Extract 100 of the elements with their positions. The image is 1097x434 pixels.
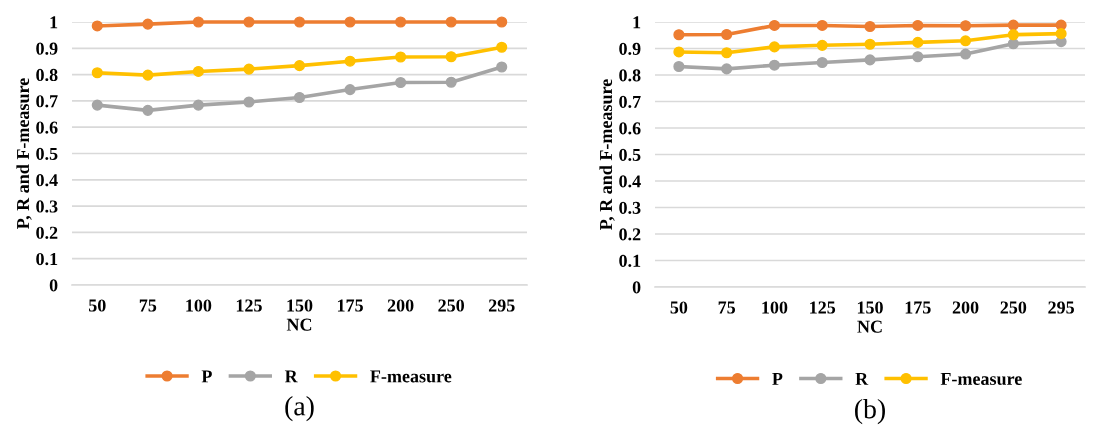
- x-tick-label: 75: [718, 301, 736, 314]
- y-tick-label: 0.9: [619, 42, 641, 56]
- point: [959, 35, 972, 47]
- legend-label: F-measure: [370, 370, 452, 383]
- point: [344, 55, 356, 67]
- point: [496, 16, 508, 28]
- y-tick-label: 1: [50, 16, 58, 29]
- x-tick-label: 100: [186, 299, 212, 312]
- point: [445, 16, 457, 28]
- x-tick-label: 175: [337, 299, 363, 312]
- x-tick-label: 250: [1000, 301, 1027, 314]
- y-tick-label: 0.8: [619, 69, 641, 82]
- point: [673, 46, 685, 58]
- x-tick-label: 100: [762, 301, 788, 314]
- y-axis-title: P, R and F-measure: [16, 78, 32, 229]
- point: [192, 99, 204, 111]
- point: [142, 104, 154, 116]
- point: [1007, 19, 1019, 31]
- legend-label: R: [855, 372, 869, 385]
- point: [816, 19, 828, 32]
- point: [496, 61, 508, 73]
- legend-label: R: [284, 370, 298, 383]
- x-tick-label: 295: [1048, 301, 1074, 314]
- y-tick-label: 0.7: [36, 95, 58, 108]
- y-tick-label: 0.1: [619, 254, 641, 268]
- x-tick-label: 175: [905, 301, 931, 314]
- x-tick-label: 125: [236, 299, 262, 312]
- y-tick-label: 0.6: [619, 122, 641, 135]
- y-tick-label: 0.9: [36, 42, 58, 55]
- y-tick-label: 0.8: [36, 68, 58, 82]
- point: [1007, 38, 1019, 50]
- y-tick-label: 0.1: [36, 252, 58, 266]
- point: [864, 54, 876, 66]
- point: [293, 16, 306, 28]
- y-tick-label: 0: [49, 279, 58, 292]
- x-tick-label: 150: [287, 299, 313, 312]
- point: [1055, 28, 1067, 40]
- x-tick-label: 150: [857, 301, 883, 314]
- x-tick-label: 50: [670, 301, 688, 314]
- y-tick-label: 0: [632, 281, 641, 294]
- y-tick-label: 0.2: [619, 228, 641, 241]
- point: [768, 59, 781, 71]
- point: [721, 47, 733, 59]
- point: [673, 60, 685, 73]
- point: [912, 36, 924, 48]
- point: [864, 20, 876, 33]
- point: [959, 20, 972, 32]
- x-tick-label: 295: [488, 299, 515, 312]
- point: [395, 16, 407, 28]
- y-tick-label: 0.4: [36, 174, 58, 187]
- point: [192, 16, 204, 28]
- point: [344, 84, 356, 96]
- x-tick-label: 50: [88, 299, 106, 312]
- point: [721, 63, 733, 75]
- legend-label: P: [201, 370, 212, 383]
- point: [192, 65, 204, 78]
- point: [768, 41, 781, 53]
- text: (b): [855, 398, 885, 425]
- x-axis-title: NC: [857, 320, 882, 333]
- x-tick-label: 200: [952, 301, 979, 314]
- point: [768, 19, 781, 32]
- point: [243, 63, 255, 75]
- point: [721, 28, 733, 41]
- point: [91, 99, 103, 111]
- legend-label: F-measure: [940, 372, 1022, 386]
- point: [496, 41, 508, 53]
- point: [395, 51, 407, 63]
- y-tick-label: 0.5: [36, 147, 58, 161]
- point: [243, 16, 255, 28]
- point: [959, 48, 972, 60]
- x-axis-title: NC: [286, 318, 312, 331]
- y-axis-title: P, R and F-measure: [599, 79, 615, 230]
- y-tick-label: 0.2: [36, 226, 58, 239]
- point: [673, 29, 685, 41]
- point: [344, 16, 356, 28]
- x-tick-label: 125: [810, 301, 836, 314]
- point: [864, 38, 876, 50]
- y-tick-label: 0.5: [619, 148, 641, 162]
- point: [293, 60, 306, 72]
- point: [445, 76, 457, 88]
- point: [395, 76, 407, 89]
- point: [142, 18, 154, 30]
- y-tick-label: 1: [633, 16, 641, 29]
- x-tick-label: 250: [438, 299, 465, 312]
- y-tick-label: 0.6: [36, 121, 58, 134]
- legend-label: P: [772, 372, 783, 385]
- y-tick-label: 0.3: [619, 201, 641, 215]
- text: (a): [285, 396, 314, 422]
- point: [912, 51, 924, 63]
- point: [243, 96, 255, 108]
- point: [142, 69, 154, 81]
- point: [912, 19, 924, 32]
- point: [816, 56, 828, 69]
- point: [1007, 29, 1019, 41]
- y-tick-label: 0.3: [36, 200, 58, 213]
- y-tick-label: 0.7: [619, 95, 641, 109]
- point: [91, 20, 103, 32]
- y-tick-label: 0.4: [619, 175, 641, 188]
- point: [91, 67, 103, 79]
- x-tick-label: 200: [387, 299, 414, 312]
